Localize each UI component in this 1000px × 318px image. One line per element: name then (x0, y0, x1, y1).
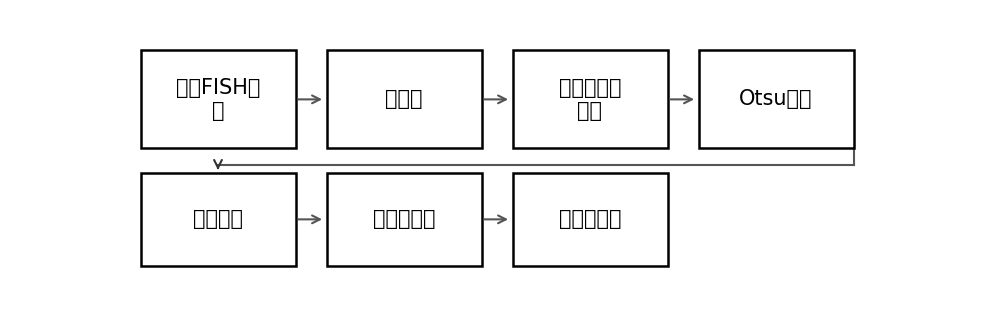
Text: 孔洞填充: 孔洞填充 (193, 209, 243, 229)
FancyBboxPatch shape (698, 50, 854, 148)
FancyBboxPatch shape (326, 173, 482, 266)
FancyBboxPatch shape (512, 173, 668, 266)
Text: 输入FISH图
像: 输入FISH图 像 (176, 78, 260, 121)
FancyBboxPatch shape (140, 50, 296, 148)
FancyBboxPatch shape (140, 173, 296, 266)
Text: 获取细胞核
通道: 获取细胞核 通道 (559, 78, 621, 121)
Text: 形态学操作: 形态学操作 (373, 209, 435, 229)
Text: Otsu阈值: Otsu阈值 (739, 89, 813, 109)
Text: 预处理: 预处理 (385, 89, 423, 109)
Text: 二次分水岭: 二次分水岭 (559, 209, 621, 229)
FancyBboxPatch shape (326, 50, 482, 148)
FancyBboxPatch shape (512, 50, 668, 148)
